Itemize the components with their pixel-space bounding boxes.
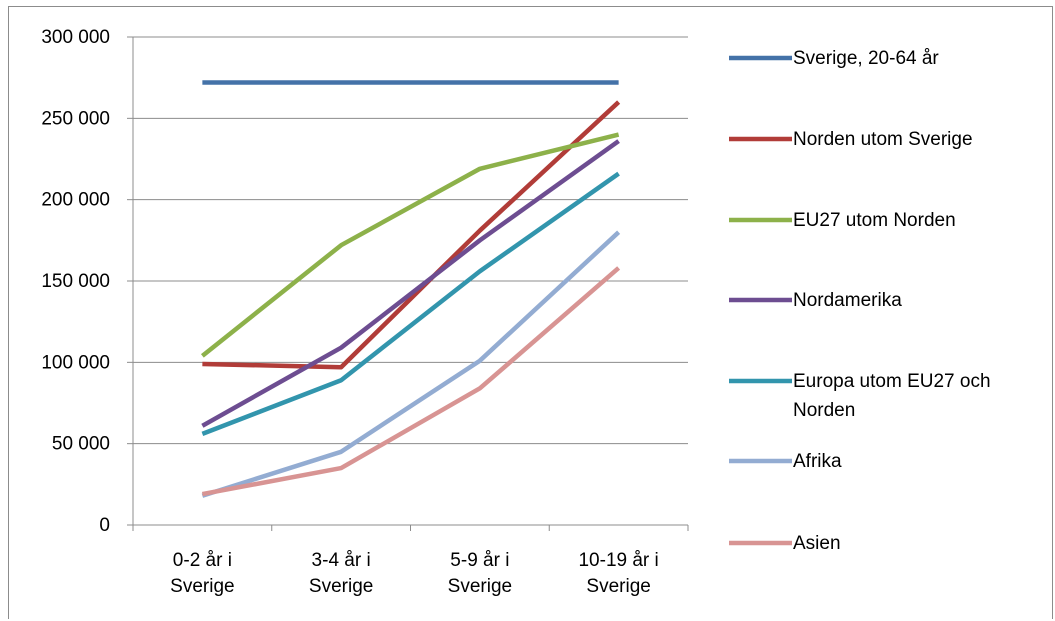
x-tick-label: 0-2 år i Sverige bbox=[170, 550, 234, 597]
legend-label: Norden utom Sverige bbox=[793, 129, 973, 150]
legend-label: Afrika bbox=[793, 451, 842, 472]
legend-label: Nordamerika bbox=[793, 290, 902, 311]
y-tick-label: 150 000 bbox=[41, 271, 110, 292]
y-tick-label: 250 000 bbox=[41, 108, 110, 129]
legend-label: Asien bbox=[793, 533, 841, 554]
x-tick-label: 10-19 år i Sverige bbox=[578, 550, 658, 597]
series-line bbox=[202, 100, 621, 370]
legend-label: EU27 utom Norden bbox=[793, 210, 956, 231]
series-line bbox=[201, 139, 620, 428]
y-tick-label: 0 bbox=[99, 515, 110, 536]
x-tick-label: 3-4 år i Sverige bbox=[309, 550, 373, 597]
y-tick-label: 300 000 bbox=[41, 27, 110, 48]
series-line bbox=[201, 230, 621, 498]
legend-label: Sverige, 20-64 år bbox=[793, 48, 939, 69]
y-tick-label: 200 000 bbox=[41, 190, 110, 211]
series-line bbox=[201, 171, 620, 437]
y-tick-label: 50 000 bbox=[52, 434, 110, 455]
x-tick-label: 5-9 år i Sverige bbox=[448, 550, 512, 597]
legend-label: Europa utom EU27 och Norden bbox=[793, 371, 991, 421]
series-line bbox=[200, 132, 620, 358]
series-line bbox=[201, 266, 621, 497]
y-tick-label: 100 000 bbox=[41, 352, 110, 373]
